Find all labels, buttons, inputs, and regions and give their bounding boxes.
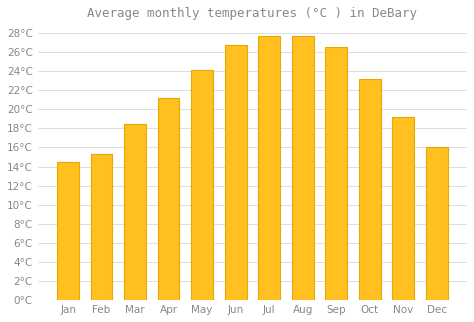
Bar xyxy=(359,79,381,300)
Bar xyxy=(225,45,246,300)
Bar xyxy=(191,70,213,300)
Bar xyxy=(158,98,180,300)
Bar xyxy=(325,47,347,300)
Bar xyxy=(392,117,414,300)
Bar xyxy=(426,147,447,300)
Bar xyxy=(124,125,146,300)
Bar xyxy=(292,36,313,300)
Bar xyxy=(258,36,280,300)
Bar xyxy=(91,154,112,300)
Title: Average monthly temperatures (°C ) in DeBary: Average monthly temperatures (°C ) in De… xyxy=(87,7,418,20)
Bar xyxy=(57,162,79,300)
